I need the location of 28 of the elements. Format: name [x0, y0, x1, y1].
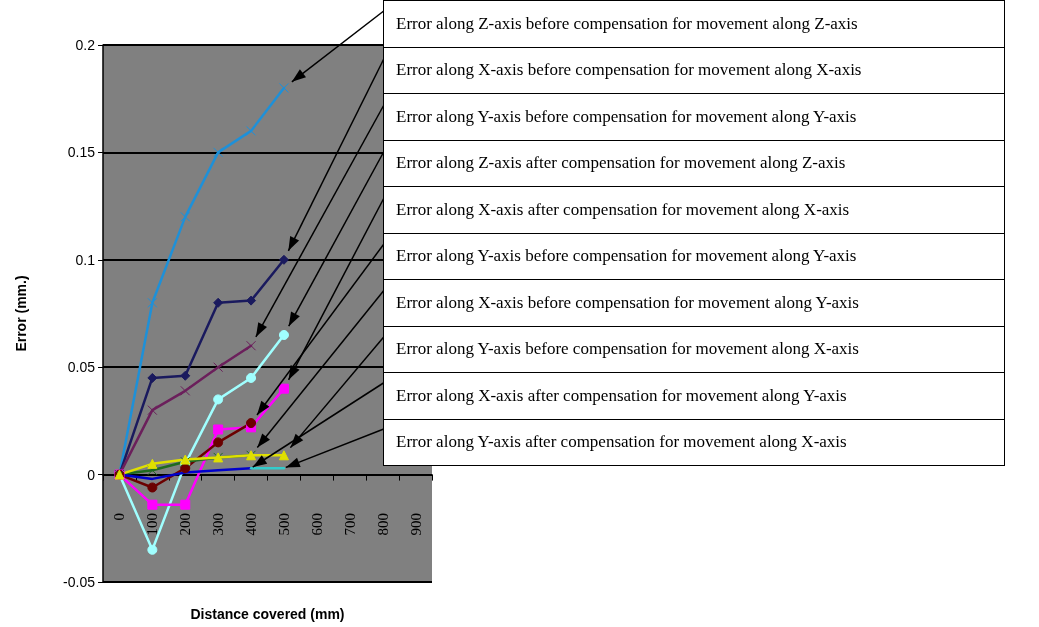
- y-tick-label: 0.1: [75, 251, 96, 268]
- callout-box: Error along Y-axis before compensation for movement along Y-axis: [383, 232, 1005, 280]
- y-tick-label: 0: [87, 466, 96, 483]
- callout-box: Error along Y-axis before compensation for movement along X-axis: [383, 325, 1005, 373]
- x-tick-label: 300: [210, 513, 227, 536]
- callout-box: Error along X-axis after compensation for movement along X-axis: [383, 186, 1005, 234]
- callout-box: Error along Y-axis after compensation for movement along X-axis: [383, 418, 1005, 466]
- callout-box: Error along X-axis before compensation for movement along Y-axis: [383, 279, 1005, 327]
- callout-box: Error along Y-axis before compensation for movement along Y-axis: [383, 93, 1005, 141]
- y-tick-label: 0.05: [67, 359, 96, 376]
- x-tick-label: 600: [308, 513, 325, 536]
- y-tick-label: 0.15: [67, 144, 96, 161]
- x-tick-label: 200: [177, 513, 194, 536]
- x-tick-label: 700: [341, 513, 358, 536]
- x-tick-label: 500: [275, 513, 292, 536]
- x-tick-label: 0: [111, 513, 128, 521]
- y-tick-label: -0.05: [63, 574, 96, 590]
- x-tick-label: 900: [407, 513, 424, 536]
- callout-box: Error along X-axis before compensation for movement along X-axis: [383, 46, 1005, 94]
- y-tick-label: 0.2: [75, 37, 96, 53]
- callout-box: Error along Z-axis before compensation for movement along Z-axis: [383, 0, 1005, 48]
- x-tick-label: 400: [243, 513, 260, 536]
- x-tick-label: 100: [144, 513, 161, 536]
- callout-box: Error along X-axis after compensation for movement along Y-axis: [383, 372, 1005, 420]
- x-tick-label: 800: [374, 513, 391, 536]
- callout-box: Error along Z-axis after compensation for movement along Z-axis: [383, 139, 1005, 187]
- y-axis-title: Error (mm.): [13, 275, 29, 352]
- x-axis-title: Distance covered (mm): [190, 606, 345, 622]
